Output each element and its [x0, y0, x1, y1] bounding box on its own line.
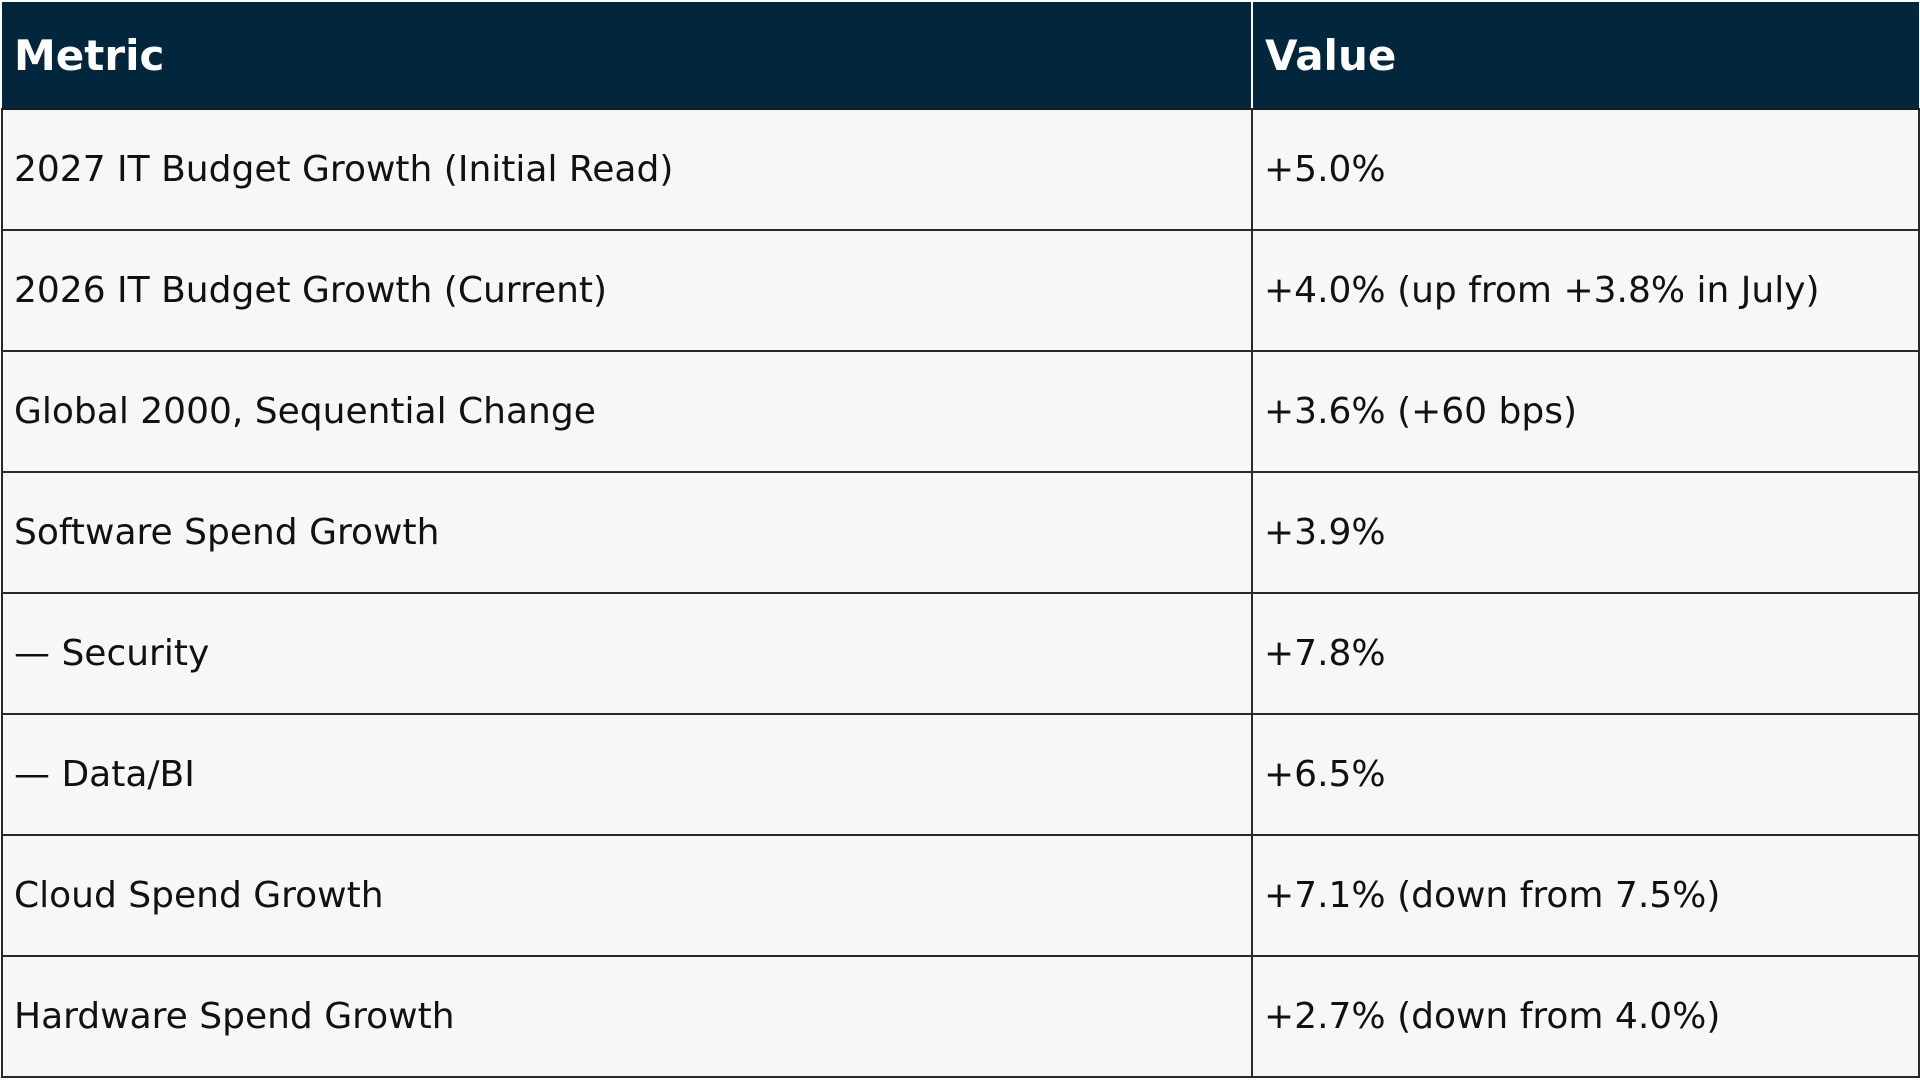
- table-row: Global 2000, Sequential Change +3.6% (+6…: [1, 350, 1920, 473]
- value-cell: +3.9%: [1251, 471, 1920, 594]
- metric-cell: Cloud Spend Growth: [1, 834, 1253, 957]
- table-body: 2027 IT Budget Growth (Initial Read) +5.…: [1, 108, 1920, 1078]
- value-cell: +3.6% (+60 bps): [1251, 350, 1920, 473]
- metric-cell: Hardware Spend Growth: [1, 955, 1253, 1078]
- value-cell: +7.8%: [1251, 592, 1920, 715]
- metric-cell: 2027 IT Budget Growth (Initial Read): [1, 108, 1253, 231]
- table-row: Cloud Spend Growth +7.1% (down from 7.5%…: [1, 834, 1920, 957]
- table-header: Metric Value: [2, 2, 1919, 110]
- value-cell: +2.7% (down from 4.0%): [1251, 955, 1920, 1078]
- metric-cell: — Security: [1, 592, 1253, 715]
- metric-cell: Software Spend Growth: [1, 471, 1253, 594]
- table-row: 2027 IT Budget Growth (Initial Read) +5.…: [1, 108, 1920, 231]
- metric-cell: 2026 IT Budget Growth (Current): [1, 229, 1253, 352]
- value-cell: +7.1% (down from 7.5%): [1251, 834, 1920, 957]
- header-row: Metric Value: [2, 2, 1919, 110]
- metric-cell: Global 2000, Sequential Change: [1, 350, 1253, 473]
- header-value: Value: [1252, 2, 1919, 110]
- table-row: Hardware Spend Growth +2.7% (down from 4…: [1, 955, 1920, 1078]
- table-row: — Data/BI +6.5%: [1, 713, 1920, 836]
- table-row: Software Spend Growth +3.9%: [1, 471, 1920, 594]
- table-row: 2026 IT Budget Growth (Current) +4.0% (u…: [1, 229, 1920, 352]
- metric-cell: — Data/BI: [1, 713, 1253, 836]
- value-cell: +4.0% (up from +3.8% in July): [1251, 229, 1920, 352]
- table-row: — Security +7.8%: [1, 592, 1920, 715]
- value-cell: +5.0%: [1251, 108, 1920, 231]
- value-cell: +6.5%: [1251, 713, 1920, 836]
- header-metric: Metric: [2, 2, 1253, 110]
